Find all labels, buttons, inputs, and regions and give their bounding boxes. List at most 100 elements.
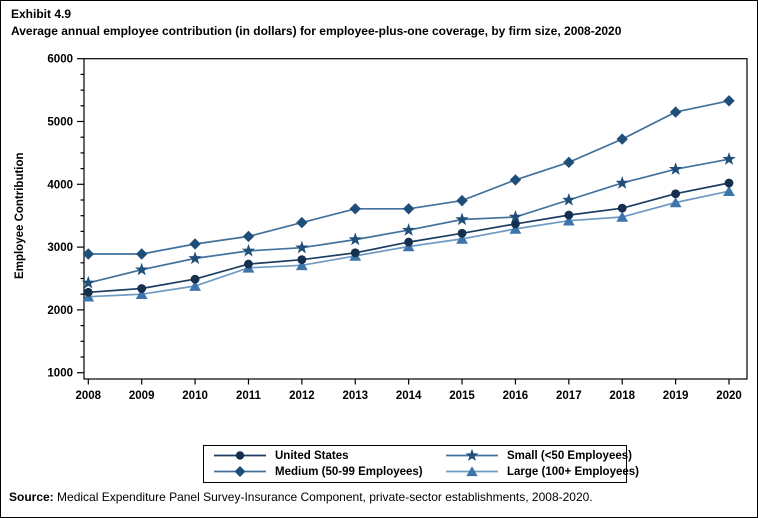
x-tick-label: 2020 <box>716 390 742 402</box>
star-marker <box>135 262 149 276</box>
exhibit-label: Exhibit 4.9 <box>11 7 72 21</box>
circle-marker <box>511 219 520 229</box>
y-tick-label: 1000 <box>47 368 73 380</box>
y-tick-label: 3000 <box>47 242 73 254</box>
triangle-marker <box>189 280 201 291</box>
x-tick-label: 2017 <box>556 390 582 402</box>
legend-item-united-states: United States <box>212 448 444 463</box>
star-legend-swatch <box>446 448 498 461</box>
legend-label: Medium (50-99 Employees) <box>275 465 423 478</box>
diamond-marker <box>189 238 201 250</box>
diamond-marker <box>456 194 468 207</box>
x-tick-label: 2015 <box>449 390 475 402</box>
legend-item-medium-50-99-employees: Medium (50-99 Employees) <box>212 464 444 479</box>
series-united-states <box>83 178 734 297</box>
legend-item-small-50-employees: Small (<50 Employees) <box>444 448 639 463</box>
source-prefix: Source: <box>9 490 54 504</box>
circle-marker <box>137 284 147 293</box>
x-tick-label: 2018 <box>609 390 635 402</box>
circle-legend-swatch <box>214 451 266 460</box>
diamond-marker <box>509 174 522 186</box>
circle-marker <box>564 210 574 220</box>
legend-label: Small (<50 Employees) <box>507 449 632 462</box>
legend: United States Small (<50 Employees) Medium… <box>203 445 639 483</box>
star-marker <box>465 448 479 461</box>
y-tick-label: 4000 <box>47 179 73 191</box>
x-tick-label: 2014 <box>396 390 422 402</box>
circle-marker <box>671 189 681 199</box>
triangle-legend-swatch <box>446 466 498 477</box>
legend-item-large-100-employees: Large (100+ Employees) <box>444 464 639 479</box>
series-large-100-employees <box>82 185 735 302</box>
star-marker <box>188 251 202 265</box>
triangle-marker <box>616 211 629 222</box>
diamond-marker <box>349 203 361 215</box>
star-marker <box>241 243 256 257</box>
circle-marker <box>724 178 734 188</box>
x-tick-label: 2019 <box>663 390 689 402</box>
y-tick-label: 5000 <box>47 117 73 129</box>
y-axis: 1000 2000 3000 4000 5000 6000 Employee Contrib… <box>14 54 84 380</box>
circle-marker <box>350 248 360 258</box>
triangle-marker <box>456 233 468 244</box>
x-tick-label: 2016 <box>503 390 529 402</box>
diamond-marker <box>135 248 148 260</box>
diamond-marker <box>234 466 246 477</box>
circle-marker <box>404 237 414 247</box>
circle-marker <box>235 451 245 460</box>
circle-marker <box>297 255 307 265</box>
plot-frame <box>83 58 748 380</box>
y-tick-label: 2000 <box>47 305 73 317</box>
triangle-marker <box>466 466 478 477</box>
triangle-marker <box>135 288 148 299</box>
triangle-marker <box>509 223 522 234</box>
x-tick-label: 2009 <box>129 390 155 402</box>
diamond-marker <box>82 248 94 260</box>
triangle-marker <box>669 197 682 208</box>
source-text: Medical Expenditure Panel Survey-Insuran… <box>53 490 593 504</box>
circle-marker <box>617 203 627 213</box>
diamond-marker <box>616 133 628 145</box>
circle-marker <box>244 259 253 269</box>
diamond-marker <box>402 203 415 215</box>
star-marker <box>81 275 95 289</box>
x-tick-label: 2012 <box>289 390 315 402</box>
star-marker <box>401 223 416 236</box>
series-small-50-employees <box>81 152 736 289</box>
circle-marker <box>457 228 467 238</box>
star-marker <box>348 232 362 246</box>
x-tick-label: 2013 <box>342 390 368 402</box>
chart-title: Average annual employee contribution (in… <box>11 24 622 38</box>
star-marker <box>508 209 523 223</box>
diamond-marker <box>563 156 575 169</box>
legend-label: Large (100+ Employees) <box>507 465 639 478</box>
triangle-marker <box>295 259 308 271</box>
diamond-marker <box>669 106 682 118</box>
x-tick-label: 2010 <box>182 390 208 402</box>
x-tick-label: 2011 <box>236 390 262 402</box>
legend-label: United States <box>275 449 349 462</box>
diamond-legend-swatch <box>214 466 266 477</box>
star-marker <box>455 212 469 226</box>
diamond-marker <box>723 95 735 107</box>
series-line <box>88 158 730 284</box>
star-marker <box>562 193 576 206</box>
series-medium-50-99-employees <box>82 95 735 260</box>
y-tick-label: 6000 <box>47 54 73 66</box>
line-chart: 1000 2000 3000 4000 5000 6000 Employee Contrib… <box>14 54 748 402</box>
series-line <box>88 182 730 294</box>
triangle-marker <box>723 185 735 197</box>
diamond-marker <box>296 216 308 229</box>
star-marker <box>615 176 629 189</box>
star-marker <box>722 152 736 165</box>
x-axis: 2008 2009 2010 2011 2012 2013 2014 2015 2016 2017… <box>76 379 742 402</box>
star-marker <box>295 240 309 254</box>
star-marker <box>668 162 683 175</box>
circle-marker <box>83 287 93 297</box>
circle-marker <box>190 274 200 284</box>
source-note: Source: Medical Expenditure Panel Survey… <box>9 490 593 504</box>
diamond-marker <box>242 230 255 243</box>
triangle-marker <box>562 215 575 226</box>
x-tick-label: 2008 <box>76 390 102 402</box>
